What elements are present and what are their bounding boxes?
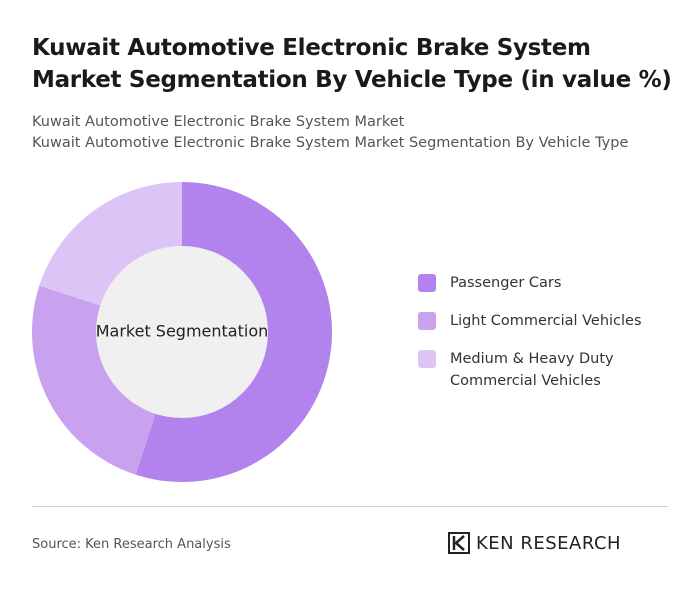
subtitle: Kuwait Automotive Electronic Brake Syste… — [32, 135, 629, 151]
legend: Passenger Cars Light Commercial Vehicles M… — [418, 272, 650, 408]
center-label: Market Segmentation — [96, 322, 269, 341]
legend-item: Light Commercial Vehicles — [418, 310, 650, 332]
legend-swatch — [418, 274, 436, 292]
divider — [32, 506, 668, 507]
legend-item: Passenger Cars — [418, 272, 650, 294]
source: Source: Ken Research Analysis — [32, 537, 231, 552]
legend-swatch — [418, 312, 436, 330]
logo-icon — [448, 532, 470, 554]
brand-logo: KEN RESEARCH — [448, 532, 621, 554]
legend-label: Medium & Heavy Duty Commercial Vehicles — [450, 351, 614, 389]
subtitle: Kuwait Automotive Electronic Brake Syste… — [32, 114, 405, 130]
legend-swatch — [418, 350, 436, 368]
chart-title: Kuwait Automotive Electronic Brake Syste… — [32, 35, 672, 93]
donut-hole — [96, 246, 268, 418]
brand-name: KEN RESEARCH — [476, 532, 622, 554]
legend-label: Light Commercial Vehicles — [450, 313, 642, 329]
legend-label: Passenger Cars — [450, 275, 562, 291]
donut-chart: Market Segmentation — [32, 182, 332, 482]
legend-item: Medium & Heavy Duty Commercial Vehicles — [418, 348, 650, 392]
